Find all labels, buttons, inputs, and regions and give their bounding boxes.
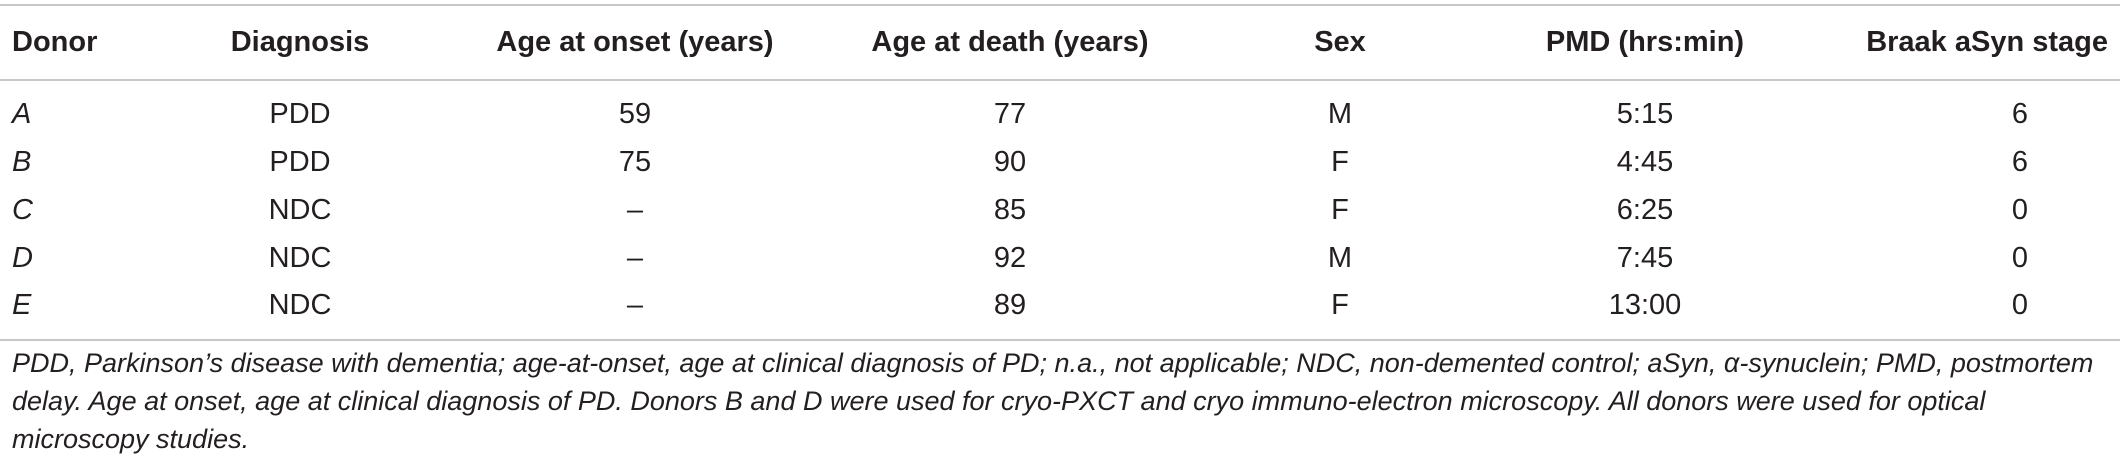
cell-age-at-onset: –	[626, 241, 644, 274]
cell-braak-stage: 0	[2011, 241, 2028, 274]
cell-diagnosis: PDD	[269, 98, 331, 130]
table-row: D NDC – 92 M 7:45 0	[0, 234, 2120, 282]
cell-age-at-death: 89	[820, 282, 1200, 341]
cell-sex: F	[1331, 193, 1349, 226]
cell-donor: C	[12, 193, 33, 226]
table-footnote: PDD, Parkinson’s disease with dementia; …	[12, 348, 2094, 454]
cell-diagnosis: NDC	[268, 193, 332, 226]
cell-sex: M	[1327, 98, 1353, 130]
cell-pmd: 7:45	[1616, 241, 1674, 274]
cell-age-at-onset: 59	[618, 98, 652, 130]
cell-diagnosis: NDC	[150, 282, 450, 341]
header-sex: Sex	[1200, 4, 1480, 81]
header-donor: Donor	[0, 4, 150, 81]
header-braak-stage: Braak aSyn stage	[1810, 4, 2120, 81]
table-row: E NDC – 89 F 13:00 0	[0, 282, 2120, 341]
header-age-at-death: Age at death (years)	[820, 4, 1200, 81]
header-row: Donor Diagnosis Age at onset (years) Age…	[0, 4, 2120, 81]
header-pmd: PMD (hrs:min)	[1480, 4, 1810, 81]
table-body: A PDD 59 77 M 5:15 6 B PDD 75 90 F 4:45 …	[0, 80, 2120, 341]
cell-braak-stage: 6	[2011, 98, 2028, 130]
cell-pmd: 5:15	[1616, 98, 1674, 130]
cell-sex: F	[1200, 282, 1480, 341]
table-header: Donor Diagnosis Age at onset (years) Age…	[0, 4, 2120, 81]
cell-age-at-onset: –	[626, 193, 644, 226]
header-age-at-onset: Age at onset (years)	[450, 4, 820, 81]
table-row: A PDD 59 77 M 5:15 6	[0, 80, 2120, 138]
cell-pmd: 6:25	[1616, 193, 1674, 226]
cell-sex: F	[1331, 145, 1349, 178]
cell-sex: M	[1327, 241, 1353, 274]
cell-age-at-death: 77	[993, 98, 1027, 130]
cell-age-at-death: 90	[993, 145, 1027, 178]
cell-age-at-death: 92	[993, 241, 1027, 274]
cell-braak-stage: 0	[1810, 282, 2120, 341]
cell-age-at-onset: –	[450, 282, 820, 341]
cell-braak-stage: 0	[2011, 193, 2028, 226]
table-row: C NDC – 85 F 6:25 0	[0, 186, 2120, 234]
cell-age-at-death: 85	[993, 193, 1027, 226]
table-row: B PDD 75 90 F 4:45 6	[0, 138, 2120, 186]
cell-pmd: 13:00	[1480, 282, 1810, 341]
cell-donor: A	[12, 98, 32, 130]
header-diagnosis: Diagnosis	[150, 4, 450, 81]
cell-donor: E	[0, 282, 150, 341]
cell-donor: B	[12, 145, 32, 178]
cell-pmd: 4:45	[1616, 145, 1674, 178]
cell-braak-stage: 6	[2011, 145, 2028, 178]
cell-donor: D	[12, 241, 33, 274]
donor-table: Donor Diagnosis Age at onset (years) Age…	[0, 4, 2120, 341]
cell-diagnosis: PDD	[269, 145, 331, 178]
cell-diagnosis: NDC	[268, 241, 332, 274]
cell-age-at-onset: 75	[618, 145, 652, 178]
